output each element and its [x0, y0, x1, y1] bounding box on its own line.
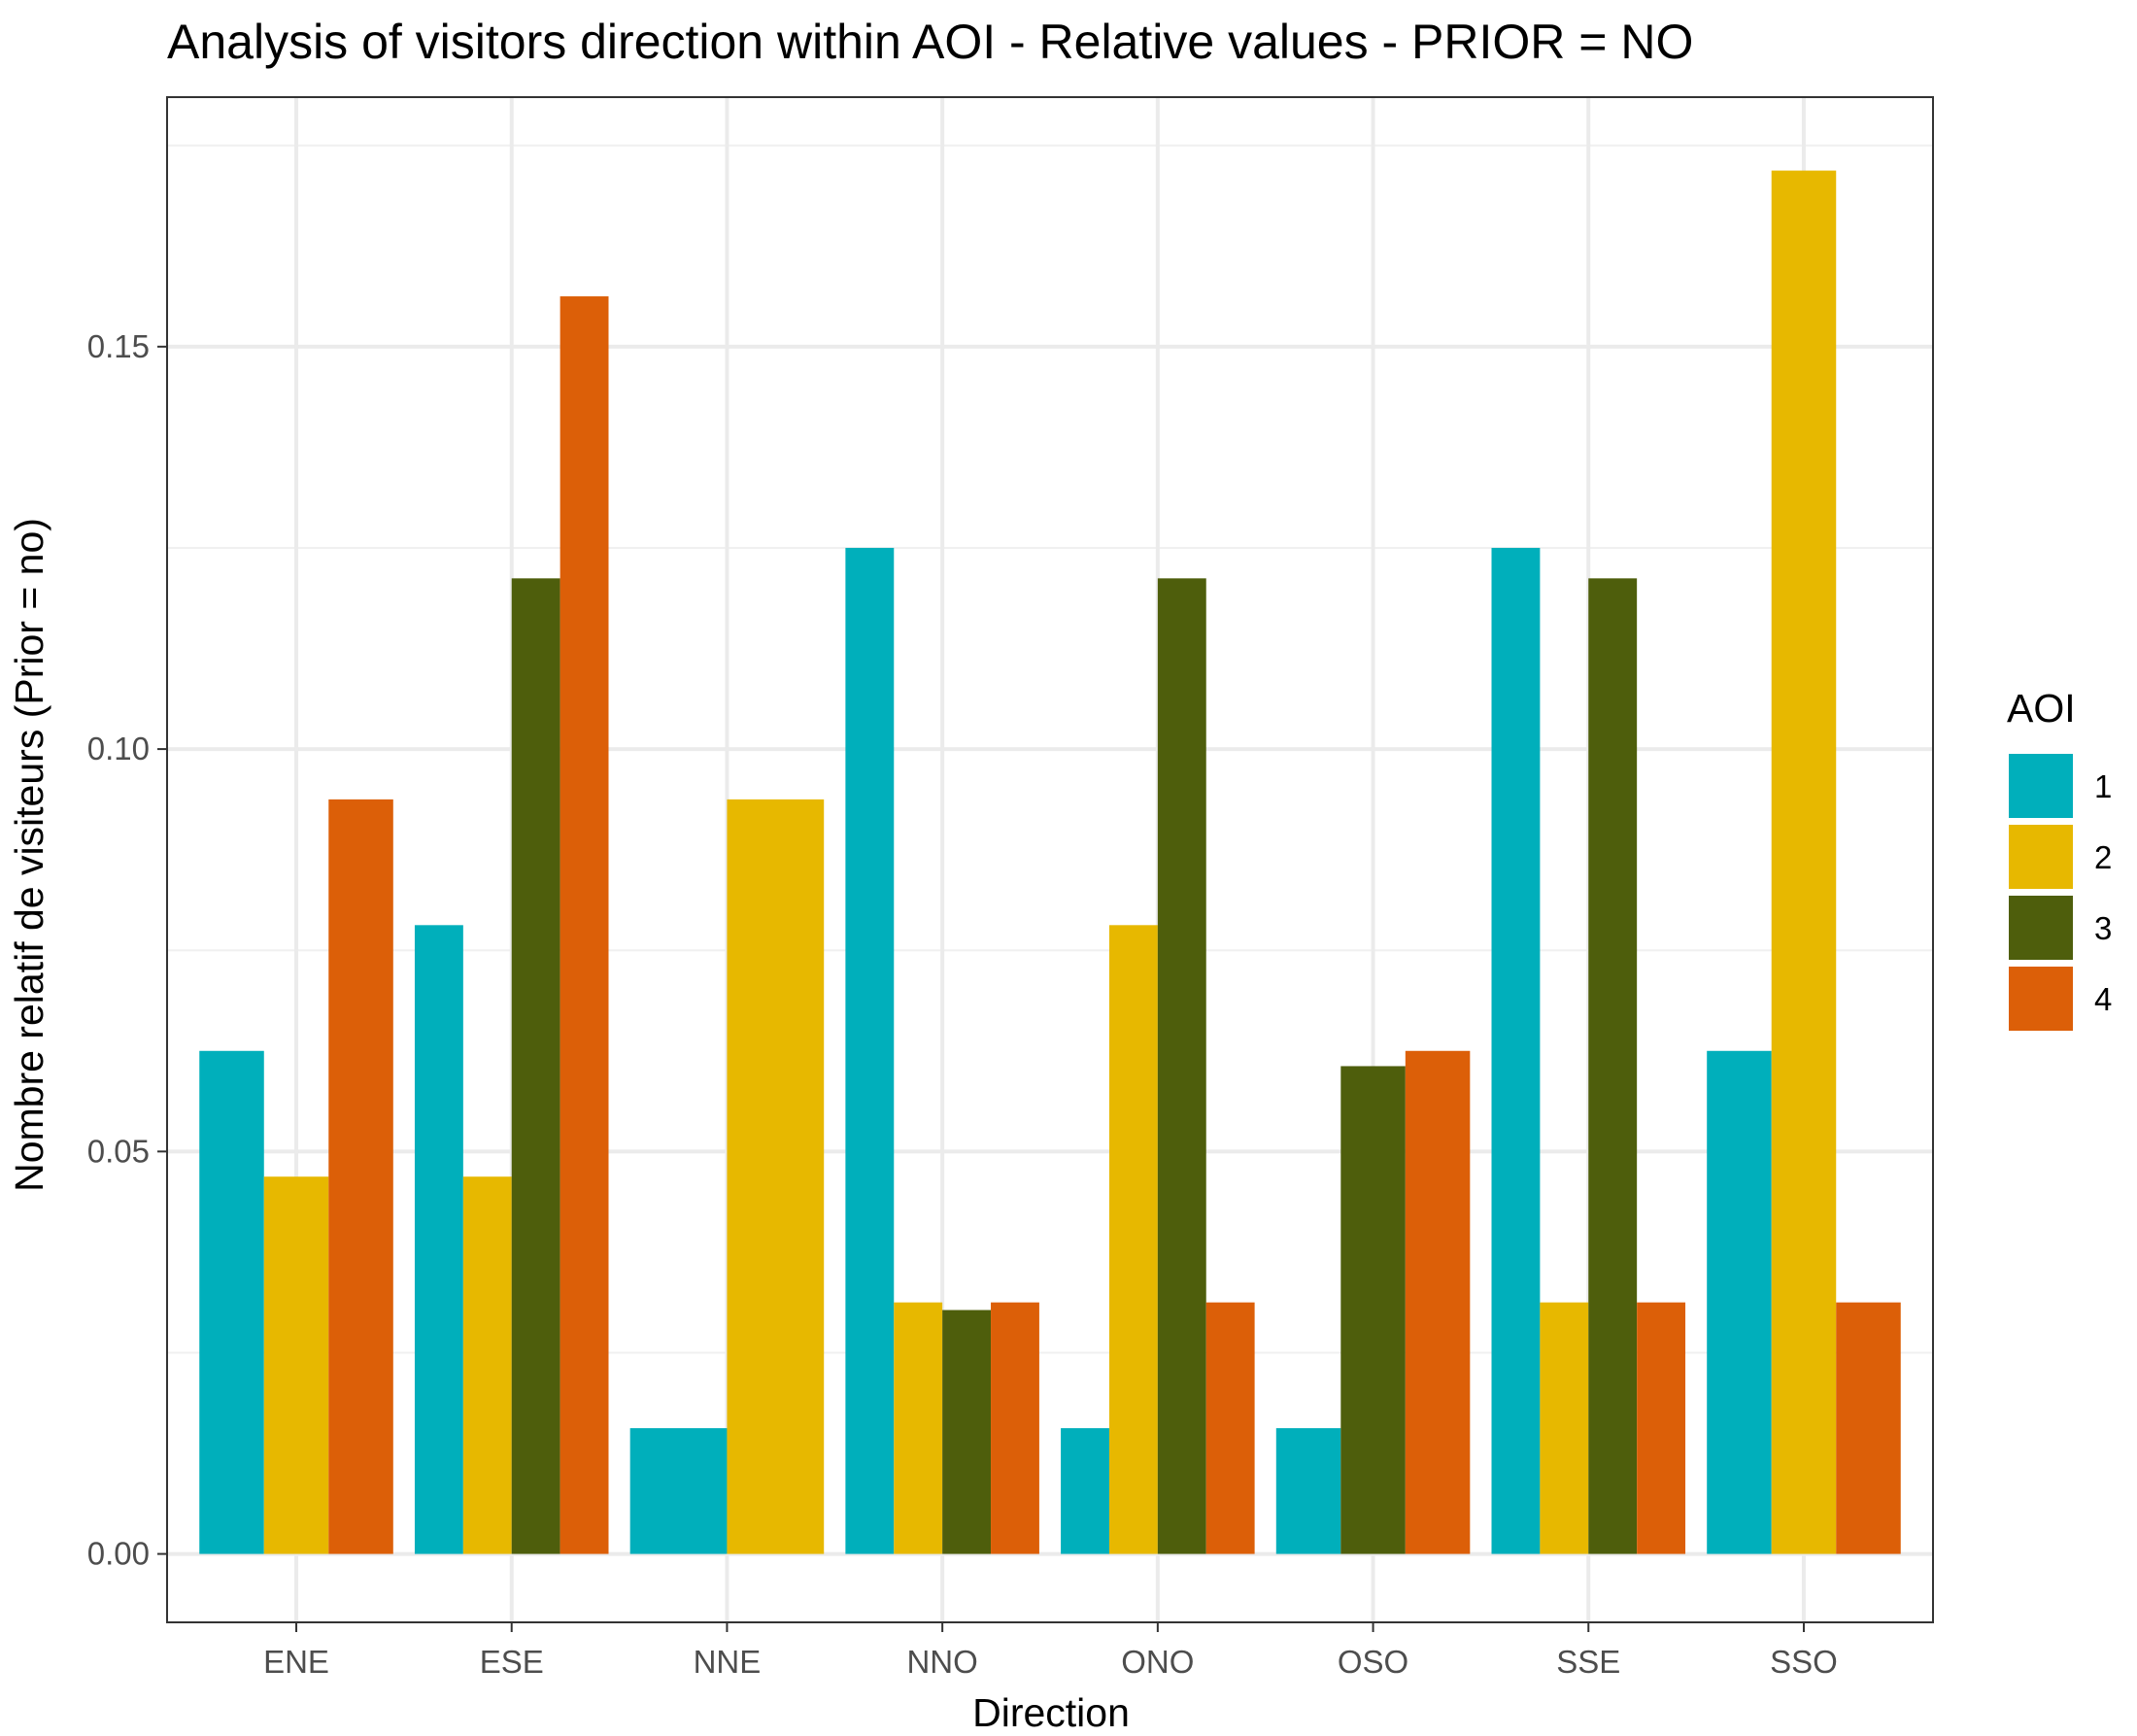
bar-sso-aoi-1 — [1707, 1050, 1772, 1554]
x-tick-label-oso: OSO — [1338, 1644, 1408, 1680]
bar-sse-aoi-1 — [1491, 547, 1541, 1554]
bar-nno-aoi-3 — [942, 1310, 992, 1554]
legend-title: AOI — [2007, 686, 2076, 731]
bar-nne-aoi-1 — [629, 1428, 728, 1554]
bar-sse-aoi-4 — [1637, 1302, 1686, 1554]
legend-key-1 — [2009, 754, 2073, 818]
bar-sso-aoi-2 — [1771, 170, 1837, 1554]
legend-label-1: 1 — [2094, 768, 2112, 804]
bar-nno-aoi-1 — [845, 547, 895, 1554]
legend-key-4 — [2009, 967, 2073, 1031]
bar-sse-aoi-2 — [1540, 1302, 1589, 1554]
chart-title: Analysis of visitors direction within AO… — [167, 15, 1693, 69]
x-axis-title: Direction — [972, 1690, 1130, 1735]
bar-oso-aoi-4 — [1405, 1050, 1471, 1554]
x-tick-label-sso: SSO — [1770, 1644, 1838, 1680]
legend-label-3: 3 — [2094, 910, 2112, 946]
y-tick-label: 0.15 — [87, 328, 150, 364]
bar-oso-aoi-3 — [1340, 1066, 1406, 1554]
legend: AOI 1 2 3 4 — [2007, 686, 2112, 1031]
bar-sso-aoi-4 — [1836, 1302, 1901, 1554]
x-tick-label-nne: NNE — [694, 1644, 762, 1680]
x-tick-label-ono: ONO — [1121, 1644, 1194, 1680]
legend-label-2: 2 — [2094, 839, 2112, 875]
x-tick-label-sse: SSE — [1556, 1644, 1620, 1680]
bar-ono-aoi-1 — [1061, 1428, 1109, 1554]
x-tick-label-nno: NNO — [906, 1644, 977, 1680]
bar-ene-aoi-4 — [328, 799, 393, 1554]
bar-ono-aoi-2 — [1108, 925, 1158, 1554]
bar-ese-aoi-2 — [462, 1176, 512, 1554]
y-tick-label: 0.00 — [87, 1536, 150, 1572]
bar-ene-aoi-2 — [263, 1176, 329, 1554]
y-axis-title: Nombre relatif de visiteurs (Prior = no) — [7, 518, 51, 1192]
bar-ese-aoi-3 — [511, 578, 560, 1554]
legend-label-4: 4 — [2094, 981, 2112, 1017]
bar-nno-aoi-4 — [991, 1302, 1039, 1554]
x-tick-label-ene: ENE — [263, 1644, 329, 1680]
panel-border — [166, 96, 1934, 1623]
y-tick-label: 0.05 — [87, 1133, 150, 1169]
bar-ese-aoi-1 — [414, 925, 463, 1554]
bar-ese-aoi-4 — [560, 296, 609, 1554]
bar-oso-aoi-1 — [1275, 1428, 1341, 1554]
x-tick-label-ese: ESE — [480, 1644, 544, 1680]
bar-ono-aoi-4 — [1205, 1302, 1255, 1554]
bar-ene-aoi-1 — [199, 1050, 264, 1554]
bar-nno-aoi-2 — [894, 1302, 943, 1554]
bar-nne-aoi-2 — [727, 799, 825, 1554]
bar-ono-aoi-3 — [1157, 578, 1206, 1554]
legend-key-3 — [2009, 896, 2073, 960]
bar-sse-aoi-3 — [1588, 578, 1638, 1554]
plot-area: 0.00 0.05 0.10 0.15 ENE ESE NNE NNO ONO OSO SSE SSO — [87, 96, 1934, 1680]
legend-key-2 — [2009, 825, 2073, 889]
y-tick-label: 0.10 — [87, 731, 150, 766]
